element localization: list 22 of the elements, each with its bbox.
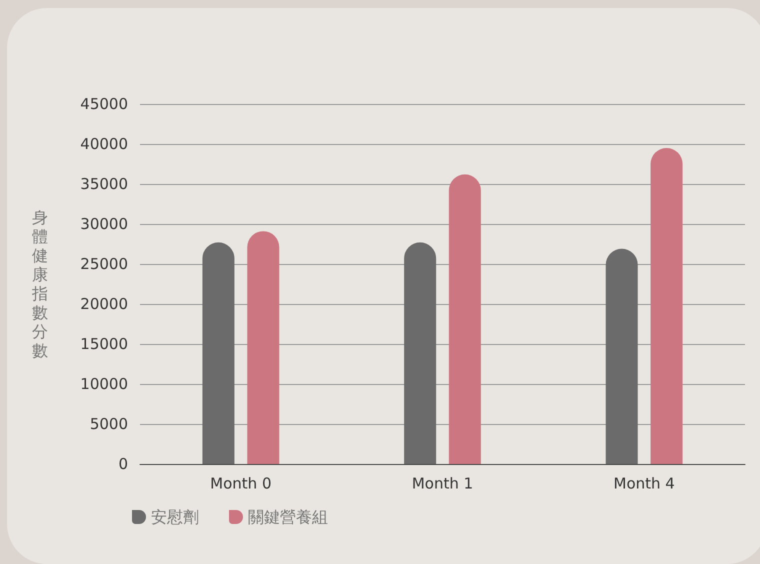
y-axis-title: 身體健康指數分數 xyxy=(31,208,48,360)
legend-label: 關鍵營養組 xyxy=(248,508,328,526)
x-tick-label: Month 0 xyxy=(210,474,272,492)
y-tick-label: 30000 xyxy=(80,215,128,233)
y-tick-label: 45000 xyxy=(80,95,128,113)
y-tick-label: 20000 xyxy=(80,295,128,313)
y-tick-label: 15000 xyxy=(80,335,128,353)
x-tick-label: Month 1 xyxy=(412,474,474,492)
bar xyxy=(650,148,683,464)
y-tick-label: 0 xyxy=(118,455,128,473)
y-tick-label: 25000 xyxy=(80,255,128,273)
x-tick-label: Month 4 xyxy=(614,474,675,492)
legend-label: 安慰劑 xyxy=(151,508,199,526)
y-tick-label: 5000 xyxy=(90,415,128,433)
bar xyxy=(247,231,280,464)
bar xyxy=(202,242,234,464)
bar xyxy=(448,174,481,464)
bar xyxy=(404,242,436,464)
y-tick-label: 35000 xyxy=(80,175,128,193)
y-tick-label: 40000 xyxy=(80,135,128,153)
bar xyxy=(606,248,638,464)
y-tick-label: 10000 xyxy=(80,375,128,393)
